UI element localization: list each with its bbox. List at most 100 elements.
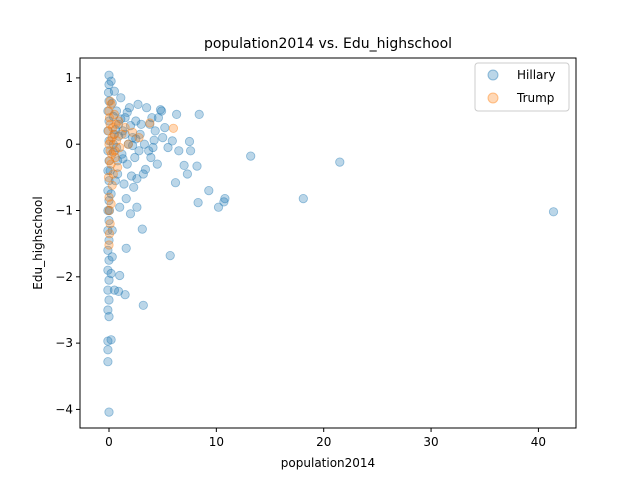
point-hillary-84 bbox=[103, 126, 113, 136]
point-trump-12 bbox=[109, 109, 120, 120]
point-hillary-38 bbox=[137, 224, 147, 234]
point-hillary-35 bbox=[140, 164, 151, 174]
point-hillary-56 bbox=[121, 243, 131, 253]
point-trump-30 bbox=[107, 149, 117, 159]
point-trump-21 bbox=[104, 139, 114, 149]
y-tick-label-0: 1 bbox=[65, 71, 73, 85]
point-trump-0 bbox=[168, 123, 178, 133]
point-hillary-25 bbox=[153, 113, 163, 123]
legend-marker-trump bbox=[487, 92, 499, 104]
point-trump-9 bbox=[113, 162, 123, 172]
point-hillary-124 bbox=[109, 129, 120, 139]
point-trump-16 bbox=[106, 99, 116, 110]
point-hillary-7 bbox=[204, 186, 214, 196]
point-trump-11 bbox=[110, 152, 121, 163]
point-trump-1 bbox=[145, 118, 155, 128]
point-trump-35 bbox=[104, 205, 114, 216]
point-hillary-65 bbox=[114, 119, 124, 129]
point-hillary-115 bbox=[120, 129, 130, 139]
point-trump-7 bbox=[115, 142, 125, 153]
point-hillary-73 bbox=[107, 225, 117, 235]
point-hillary-114 bbox=[118, 154, 128, 164]
point-hillary-33 bbox=[144, 146, 154, 156]
point-hillary-44 bbox=[132, 174, 142, 184]
point-hillary-116 bbox=[122, 107, 132, 118]
point-hillary-99 bbox=[104, 275, 114, 285]
point-hillary-67 bbox=[113, 156, 123, 166]
x-axis-label: population2014 bbox=[281, 456, 375, 470]
point-hillary-54 bbox=[122, 159, 132, 169]
point-hillary-51 bbox=[125, 209, 136, 219]
point-hillary-4 bbox=[220, 194, 230, 204]
point-hillary-48 bbox=[129, 182, 139, 192]
point-trump-14 bbox=[107, 133, 117, 143]
point-hillary-26 bbox=[152, 159, 162, 169]
point-hillary-14 bbox=[179, 160, 189, 170]
point-hillary-31 bbox=[146, 152, 156, 163]
point-hillary-3 bbox=[246, 151, 256, 161]
point-hillary-24 bbox=[155, 105, 166, 115]
point-hillary-30 bbox=[147, 113, 157, 123]
point-hillary-42 bbox=[134, 146, 144, 156]
point-hillary-113 bbox=[116, 114, 126, 124]
point-hillary-85 bbox=[104, 136, 114, 146]
point-hillary-59 bbox=[119, 179, 129, 189]
point-hillary-120 bbox=[106, 189, 116, 199]
point-hillary-19 bbox=[165, 251, 175, 261]
point-hillary-98 bbox=[103, 265, 113, 275]
point-trump-18 bbox=[105, 119, 115, 129]
point-hillary-92 bbox=[103, 205, 113, 216]
point-hillary-58 bbox=[120, 290, 130, 300]
x-tick-label-4: 40 bbox=[531, 435, 546, 449]
y-tick-label-4: −3 bbox=[55, 336, 73, 350]
point-hillary-89 bbox=[104, 176, 114, 186]
point-hillary-110 bbox=[110, 125, 121, 135]
point-hillary-74 bbox=[106, 76, 116, 86]
y-tick-label-1: 0 bbox=[65, 137, 73, 151]
point-hillary-66 bbox=[114, 286, 124, 296]
point-hillary-112 bbox=[114, 131, 124, 141]
point-hillary-121 bbox=[107, 252, 117, 262]
point-hillary-104 bbox=[103, 336, 113, 346]
point-hillary-79 bbox=[104, 79, 114, 90]
point-hillary-29 bbox=[148, 142, 158, 153]
point-hillary-68 bbox=[111, 106, 122, 116]
point-hillary-81 bbox=[104, 96, 114, 106]
point-hillary-18 bbox=[167, 136, 177, 146]
point-trump-2 bbox=[134, 133, 144, 143]
point-hillary-64 bbox=[115, 270, 125, 281]
point-hillary-40 bbox=[136, 119, 146, 129]
point-hillary-37 bbox=[138, 169, 148, 179]
point-hillary-60 bbox=[118, 126, 128, 136]
legend: Hillary Trump bbox=[474, 62, 570, 112]
y-tick-label-5: −4 bbox=[55, 402, 73, 416]
point-hillary-90 bbox=[103, 186, 113, 196]
point-hillary-10 bbox=[192, 161, 202, 171]
point-trump-38 bbox=[106, 199, 116, 209]
point-hillary-72 bbox=[108, 139, 118, 149]
point-hillary-107 bbox=[104, 407, 114, 417]
point-hillary-62 bbox=[116, 93, 126, 103]
point-hillary-23 bbox=[157, 106, 167, 116]
point-hillary-93 bbox=[104, 215, 114, 226]
point-hillary-17 bbox=[170, 178, 181, 188]
point-trump-28 bbox=[104, 156, 115, 166]
points-layer bbox=[103, 70, 559, 417]
point-trump-32 bbox=[109, 129, 119, 139]
point-hillary-15 bbox=[174, 146, 184, 156]
point-hillary-8 bbox=[194, 109, 204, 120]
point-hillary-34 bbox=[142, 103, 152, 113]
legend-label-hillary: Hillary bbox=[517, 68, 555, 82]
x-tick-label-1: 10 bbox=[209, 435, 224, 449]
point-trump-25 bbox=[103, 126, 114, 136]
point-hillary-88 bbox=[103, 166, 113, 176]
point-trump-31 bbox=[108, 123, 118, 133]
plot-frame bbox=[79, 57, 577, 429]
point-hillary-36 bbox=[139, 139, 149, 149]
point-hillary-86 bbox=[103, 146, 113, 156]
point-trump-5 bbox=[120, 123, 130, 133]
point-hillary-11 bbox=[186, 146, 196, 156]
point-hillary-61 bbox=[117, 149, 127, 159]
point-trump-20 bbox=[105, 219, 115, 229]
